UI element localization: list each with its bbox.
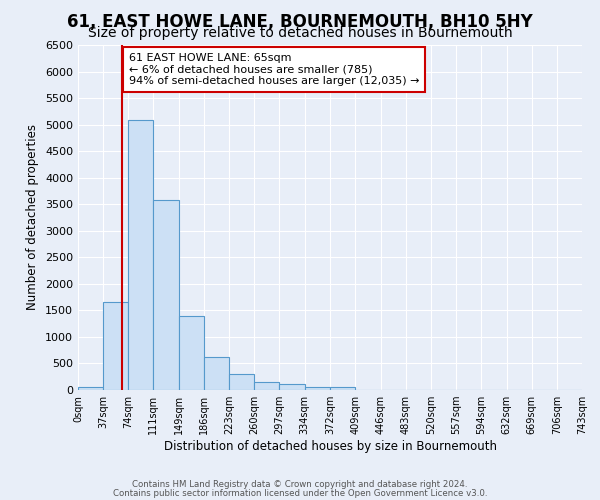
Bar bbox=[179, 316, 204, 390]
Text: Size of property relative to detached houses in Bournemouth: Size of property relative to detached ho… bbox=[88, 26, 512, 40]
X-axis label: Distribution of detached houses by size in Bournemouth: Distribution of detached houses by size … bbox=[163, 440, 497, 453]
Bar bbox=[229, 374, 254, 390]
Bar bbox=[128, 120, 153, 390]
Bar bbox=[280, 384, 305, 390]
Text: 61, EAST HOWE LANE, BOURNEMOUTH, BH10 5HY: 61, EAST HOWE LANE, BOURNEMOUTH, BH10 5H… bbox=[67, 12, 533, 30]
Text: 61 EAST HOWE LANE: 65sqm
← 6% of detached houses are smaller (785)
94% of semi-d: 61 EAST HOWE LANE: 65sqm ← 6% of detache… bbox=[129, 53, 419, 86]
Bar bbox=[103, 302, 128, 390]
Text: Contains HM Land Registry data © Crown copyright and database right 2024.: Contains HM Land Registry data © Crown c… bbox=[132, 480, 468, 489]
Bar bbox=[305, 387, 331, 390]
Text: Contains public sector information licensed under the Open Government Licence v3: Contains public sector information licen… bbox=[113, 489, 487, 498]
Bar bbox=[204, 357, 229, 390]
Y-axis label: Number of detached properties: Number of detached properties bbox=[26, 124, 40, 310]
Bar bbox=[331, 388, 355, 390]
Bar bbox=[254, 382, 280, 390]
Bar bbox=[78, 388, 103, 390]
Bar bbox=[153, 200, 179, 390]
